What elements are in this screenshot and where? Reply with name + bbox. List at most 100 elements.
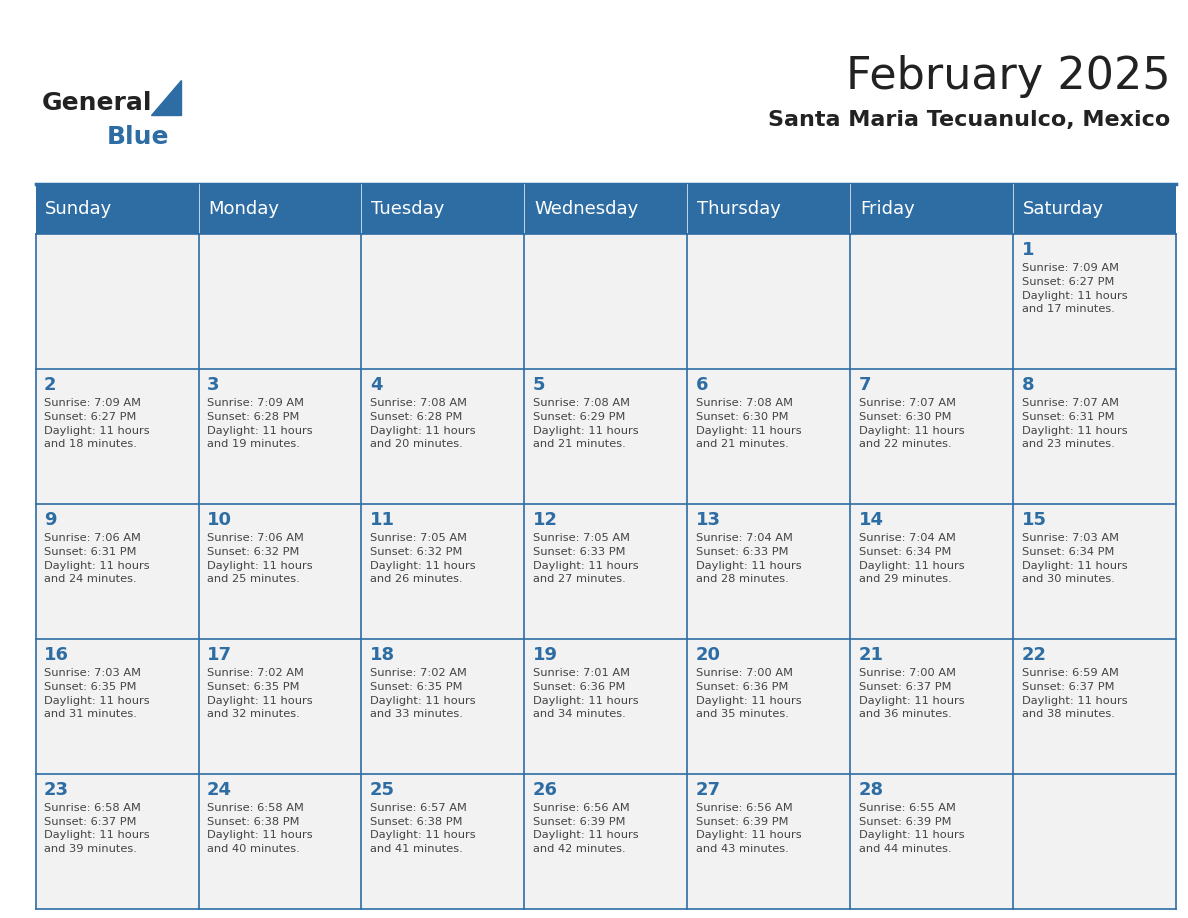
Text: Sunrise: 6:55 AM
Sunset: 6:39 PM
Daylight: 11 hours
and 44 minutes.: Sunrise: 6:55 AM Sunset: 6:39 PM Dayligh… [859, 803, 965, 854]
Text: 5: 5 [532, 376, 545, 395]
Bar [688, 504, 851, 639]
Text: 6: 6 [696, 376, 708, 395]
Text: 28: 28 [859, 781, 884, 800]
Text: Sunrise: 7:08 AM
Sunset: 6:28 PM
Daylight: 11 hours
and 20 minutes.: Sunrise: 7:08 AM Sunset: 6:28 PM Dayligh… [369, 398, 475, 449]
Text: 17: 17 [207, 646, 232, 665]
Bar [198, 774, 361, 909]
Text: 15: 15 [1022, 511, 1047, 530]
Text: 1: 1 [1022, 241, 1034, 260]
Bar [524, 234, 688, 369]
Text: Sunrise: 7:00 AM
Sunset: 6:37 PM
Daylight: 11 hours
and 36 minutes.: Sunrise: 7:00 AM Sunset: 6:37 PM Dayligh… [859, 668, 965, 719]
Text: General: General [42, 91, 152, 115]
Text: 11: 11 [369, 511, 394, 530]
Bar [36, 774, 198, 909]
Text: 20: 20 [696, 646, 721, 665]
Bar [198, 504, 361, 639]
Bar [36, 639, 198, 774]
Text: 22: 22 [1022, 646, 1047, 665]
Text: Sunrise: 7:09 AM
Sunset: 6:28 PM
Daylight: 11 hours
and 19 minutes.: Sunrise: 7:09 AM Sunset: 6:28 PM Dayligh… [207, 398, 312, 449]
Text: Wednesday: Wednesday [533, 200, 638, 218]
Text: 19: 19 [532, 646, 557, 665]
Text: Saturday: Saturday [1023, 200, 1104, 218]
Text: Sunrise: 7:08 AM
Sunset: 6:30 PM
Daylight: 11 hours
and 21 minutes.: Sunrise: 7:08 AM Sunset: 6:30 PM Dayligh… [696, 398, 801, 449]
Text: Sunrise: 7:04 AM
Sunset: 6:34 PM
Daylight: 11 hours
and 29 minutes.: Sunrise: 7:04 AM Sunset: 6:34 PM Dayligh… [859, 533, 965, 584]
Text: 13: 13 [696, 511, 721, 530]
Text: Sunrise: 7:02 AM
Sunset: 6:35 PM
Daylight: 11 hours
and 33 minutes.: Sunrise: 7:02 AM Sunset: 6:35 PM Dayligh… [369, 668, 475, 719]
Bar [851, 639, 1013, 774]
Text: Thursday: Thursday [697, 200, 781, 218]
Bar [851, 369, 1013, 504]
Text: Sunrise: 7:06 AM
Sunset: 6:32 PM
Daylight: 11 hours
and 25 minutes.: Sunrise: 7:06 AM Sunset: 6:32 PM Dayligh… [207, 533, 312, 584]
Bar [36, 234, 198, 369]
Text: Sunrise: 6:58 AM
Sunset: 6:38 PM
Daylight: 11 hours
and 40 minutes.: Sunrise: 6:58 AM Sunset: 6:38 PM Dayligh… [207, 803, 312, 854]
Text: Sunrise: 6:56 AM
Sunset: 6:39 PM
Daylight: 11 hours
and 42 minutes.: Sunrise: 6:56 AM Sunset: 6:39 PM Dayligh… [532, 803, 638, 854]
Text: 24: 24 [207, 781, 232, 800]
Text: 27: 27 [696, 781, 721, 800]
Text: 4: 4 [369, 376, 383, 395]
Text: 8: 8 [1022, 376, 1034, 395]
Text: Sunrise: 7:01 AM
Sunset: 6:36 PM
Daylight: 11 hours
and 34 minutes.: Sunrise: 7:01 AM Sunset: 6:36 PM Dayligh… [532, 668, 638, 719]
Bar [688, 234, 851, 369]
Bar [1013, 504, 1176, 639]
Bar [688, 369, 851, 504]
Bar [1013, 234, 1176, 369]
Text: Sunrise: 7:07 AM
Sunset: 6:31 PM
Daylight: 11 hours
and 23 minutes.: Sunrise: 7:07 AM Sunset: 6:31 PM Dayligh… [1022, 398, 1127, 449]
Text: Sunrise: 6:56 AM
Sunset: 6:39 PM
Daylight: 11 hours
and 43 minutes.: Sunrise: 6:56 AM Sunset: 6:39 PM Dayligh… [696, 803, 801, 854]
Text: 18: 18 [369, 646, 394, 665]
Text: Sunrise: 7:05 AM
Sunset: 6:32 PM
Daylight: 11 hours
and 26 minutes.: Sunrise: 7:05 AM Sunset: 6:32 PM Dayligh… [369, 533, 475, 584]
Text: Sunrise: 7:03 AM
Sunset: 6:34 PM
Daylight: 11 hours
and 30 minutes.: Sunrise: 7:03 AM Sunset: 6:34 PM Dayligh… [1022, 533, 1127, 584]
Text: Sunrise: 7:00 AM
Sunset: 6:36 PM
Daylight: 11 hours
and 35 minutes.: Sunrise: 7:00 AM Sunset: 6:36 PM Dayligh… [696, 668, 801, 719]
Bar [524, 504, 688, 639]
Text: 14: 14 [859, 511, 884, 530]
Text: Friday: Friday [860, 200, 915, 218]
Bar [361, 369, 524, 504]
Text: Tuesday: Tuesday [371, 200, 444, 218]
Text: Sunrise: 6:57 AM
Sunset: 6:38 PM
Daylight: 11 hours
and 41 minutes.: Sunrise: 6:57 AM Sunset: 6:38 PM Dayligh… [369, 803, 475, 854]
Bar [36, 184, 1176, 234]
Text: Blue: Blue [107, 125, 170, 149]
Bar [688, 774, 851, 909]
Bar [36, 369, 198, 504]
Text: 26: 26 [532, 781, 557, 800]
Bar [1013, 369, 1176, 504]
Text: Sunrise: 7:04 AM
Sunset: 6:33 PM
Daylight: 11 hours
and 28 minutes.: Sunrise: 7:04 AM Sunset: 6:33 PM Dayligh… [696, 533, 801, 584]
Bar [361, 504, 524, 639]
Bar [198, 234, 361, 369]
Text: February 2025: February 2025 [846, 55, 1170, 98]
Text: 7: 7 [859, 376, 871, 395]
Text: Sunrise: 7:05 AM
Sunset: 6:33 PM
Daylight: 11 hours
and 27 minutes.: Sunrise: 7:05 AM Sunset: 6:33 PM Dayligh… [532, 533, 638, 584]
Text: Sunrise: 7:07 AM
Sunset: 6:30 PM
Daylight: 11 hours
and 22 minutes.: Sunrise: 7:07 AM Sunset: 6:30 PM Dayligh… [859, 398, 965, 449]
Text: Monday: Monday [208, 200, 279, 218]
Bar [851, 774, 1013, 909]
Text: Sunrise: 7:09 AM
Sunset: 6:27 PM
Daylight: 11 hours
and 18 minutes.: Sunrise: 7:09 AM Sunset: 6:27 PM Dayligh… [44, 398, 150, 449]
Text: 2: 2 [44, 376, 57, 395]
Text: Sunrise: 6:59 AM
Sunset: 6:37 PM
Daylight: 11 hours
and 38 minutes.: Sunrise: 6:59 AM Sunset: 6:37 PM Dayligh… [1022, 668, 1127, 719]
Text: Sunrise: 7:08 AM
Sunset: 6:29 PM
Daylight: 11 hours
and 21 minutes.: Sunrise: 7:08 AM Sunset: 6:29 PM Dayligh… [532, 398, 638, 449]
Bar [361, 774, 524, 909]
Bar [851, 234, 1013, 369]
Text: 9: 9 [44, 511, 57, 530]
Text: Santa Maria Tecuanulco, Mexico: Santa Maria Tecuanulco, Mexico [767, 110, 1170, 130]
Text: Sunrise: 7:09 AM
Sunset: 6:27 PM
Daylight: 11 hours
and 17 minutes.: Sunrise: 7:09 AM Sunset: 6:27 PM Dayligh… [1022, 263, 1127, 314]
Bar [198, 639, 361, 774]
Text: 25: 25 [369, 781, 394, 800]
Text: 23: 23 [44, 781, 69, 800]
Text: 3: 3 [207, 376, 220, 395]
Bar [688, 639, 851, 774]
Bar [851, 504, 1013, 639]
Bar [36, 504, 198, 639]
Text: 21: 21 [859, 646, 884, 665]
Text: Sunrise: 6:58 AM
Sunset: 6:37 PM
Daylight: 11 hours
and 39 minutes.: Sunrise: 6:58 AM Sunset: 6:37 PM Dayligh… [44, 803, 150, 854]
Bar [198, 369, 361, 504]
Text: Sunday: Sunday [45, 200, 113, 218]
Text: 16: 16 [44, 646, 69, 665]
Bar [524, 369, 688, 504]
Bar [1013, 639, 1176, 774]
Bar [524, 639, 688, 774]
Text: Sunrise: 7:02 AM
Sunset: 6:35 PM
Daylight: 11 hours
and 32 minutes.: Sunrise: 7:02 AM Sunset: 6:35 PM Dayligh… [207, 668, 312, 719]
Text: Sunrise: 7:03 AM
Sunset: 6:35 PM
Daylight: 11 hours
and 31 minutes.: Sunrise: 7:03 AM Sunset: 6:35 PM Dayligh… [44, 668, 150, 719]
Text: 12: 12 [532, 511, 557, 530]
Bar [1013, 774, 1176, 909]
Bar [361, 234, 524, 369]
Bar [524, 774, 688, 909]
